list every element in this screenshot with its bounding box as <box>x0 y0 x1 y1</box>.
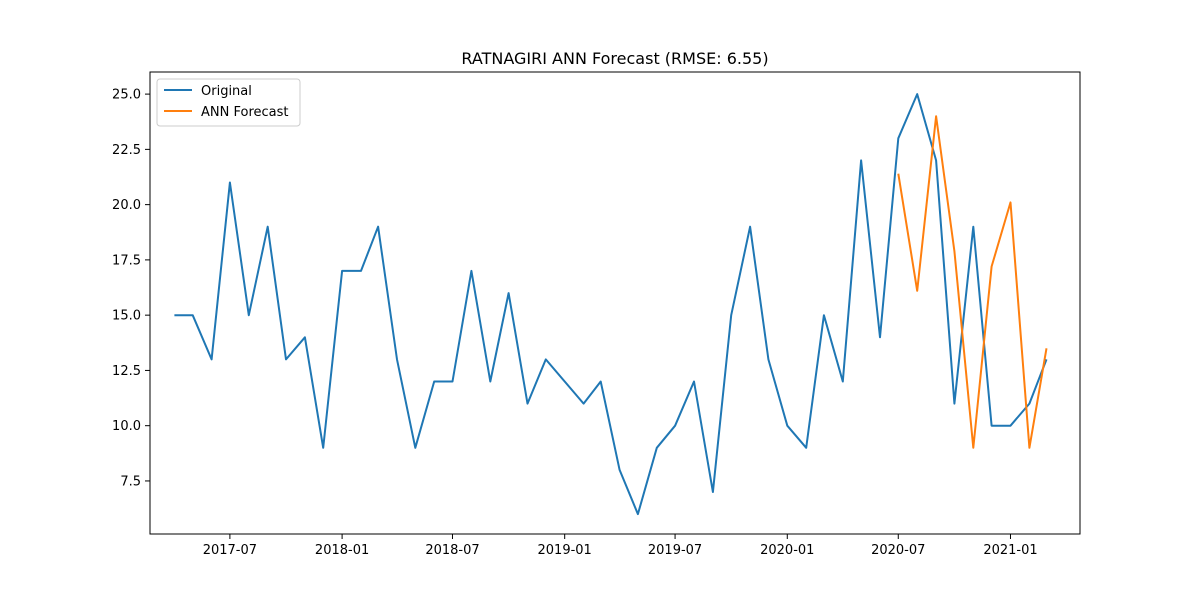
x-tick-label: 2017-07 <box>203 543 257 558</box>
series-line-ann-forecast <box>897 115 1048 449</box>
x-tick-label: 2020-07 <box>871 543 925 558</box>
series-line-original <box>174 93 1048 516</box>
x-tick-label: 2019-07 <box>648 543 702 558</box>
legend: Original ANN Forecast <box>156 78 301 127</box>
x-tick-label: 2019-01 <box>538 543 592 558</box>
y-tick-label: 15.0 <box>112 309 141 324</box>
y-tick-label: 22.5 <box>112 143 141 158</box>
y-tick-label: 10.0 <box>112 419 141 434</box>
plot-frame <box>149 71 1081 535</box>
y-tick-label: 17.5 <box>112 253 141 268</box>
legend-label-original: Original <box>201 84 252 99</box>
y-axis: 7.5 10.0 12.5 15.0 17.5 20.0 22.5 25.0 <box>112 88 150 489</box>
series-layer <box>174 93 1048 516</box>
y-tick-label: 12.5 <box>112 364 141 379</box>
legend-label-ann-forecast: ANN Forecast <box>201 105 288 120</box>
chart-title: RATNAGIRI ANN Forecast (RMSE: 6.55) <box>461 49 768 68</box>
x-tick-label: 2018-01 <box>315 543 369 558</box>
x-tick-label: 2018-07 <box>425 543 479 558</box>
legend-box <box>156 78 301 127</box>
x-tick-label: 2020-01 <box>760 543 814 558</box>
x-tick-label: 2021-01 <box>983 543 1037 558</box>
y-tick-label: 7.5 <box>120 474 141 489</box>
x-axis: 2017-07 2018-01 2018-07 2019-01 2019-07 2020-… <box>203 534 1038 558</box>
y-tick-label: 20.0 <box>112 198 141 213</box>
y-tick-label: 25.0 <box>112 88 141 103</box>
